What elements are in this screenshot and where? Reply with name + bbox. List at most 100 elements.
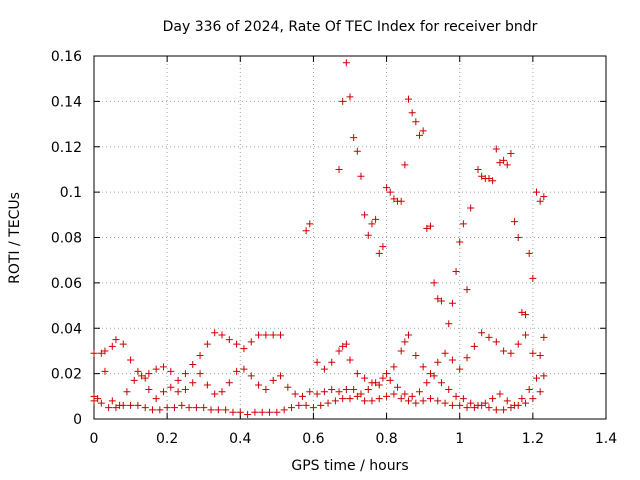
data-point [536,197,544,205]
data-point [463,354,471,362]
x-tick-label: 1.2 [522,431,544,447]
data-point [149,406,157,414]
data-point [233,340,241,348]
data-points [90,59,548,418]
data-point [437,297,445,305]
data-point [339,342,347,350]
data-point [514,401,522,409]
data-point [342,340,350,348]
data-point [302,401,310,409]
data-point [145,386,153,394]
data-point [353,392,361,400]
data-point [518,395,526,403]
data-point [284,383,292,391]
data-point [94,395,102,403]
data-point [127,356,135,364]
data-point [207,406,215,414]
x-tick-label: 0.6 [302,431,324,447]
data-point [313,358,321,366]
chart-title: Day 336 of 2024, Rate Of TEC Index for r… [163,19,538,35]
data-point [485,404,493,412]
data-point [419,397,427,405]
data-point [105,404,113,412]
data-point [405,331,413,339]
data-point [335,165,343,173]
data-point [346,395,354,403]
data-point [306,220,314,228]
data-point [266,408,274,416]
data-point [426,370,434,378]
data-point [397,395,405,403]
y-tick-label: 0.12 [51,140,82,156]
y-tick-label: 0.1 [60,185,82,201]
data-point [500,156,508,164]
data-point [203,340,211,348]
data-point [138,372,146,380]
data-point [174,388,182,396]
data-point [324,399,332,407]
data-point [255,381,263,389]
data-point [507,349,515,357]
data-point [361,397,369,405]
data-point [262,331,270,339]
data-point [533,188,541,196]
data-point [97,349,105,357]
data-point [189,361,197,369]
data-point [372,215,380,223]
data-point [364,386,372,394]
y-axis-label: ROTI / TECUs [7,192,23,284]
data-point [277,331,285,339]
data-point [503,161,511,169]
data-point [536,351,544,359]
data-point [500,406,508,414]
data-point [287,404,295,412]
data-point [192,404,200,412]
data-point [383,392,391,400]
x-tick-label: 1.4 [595,431,617,447]
data-point [394,383,402,391]
data-point [529,349,537,357]
data-point [225,379,233,387]
data-point [258,408,266,416]
data-point [386,188,394,196]
data-point [379,243,387,251]
data-point [419,363,427,371]
data-point [222,406,230,414]
data-point [514,340,522,348]
data-point [375,249,383,257]
data-point [112,404,120,412]
data-point [277,372,285,380]
data-point [255,331,263,339]
data-point [522,399,530,407]
data-point [463,286,471,294]
data-point [353,370,361,378]
data-point [317,401,325,409]
data-point [339,395,347,403]
data-point [518,308,526,316]
data-point [423,224,431,232]
data-point [269,376,277,384]
data-point [189,379,197,387]
data-point [511,218,519,226]
data-point [357,172,365,180]
data-point [350,134,358,142]
data-point [489,177,497,185]
y-tick-label: 0.06 [51,276,82,292]
data-point [251,408,259,416]
grid-lines [94,56,606,419]
data-point [152,365,160,373]
data-point [178,401,186,409]
data-point [159,363,167,371]
data-point [159,388,167,396]
data-point [145,370,153,378]
data-point [485,333,493,341]
data-point [141,404,149,412]
data-point [448,401,456,409]
data-point [379,374,387,382]
data-point [233,367,241,375]
data-point [401,338,409,346]
data-point [390,195,398,203]
data-point [496,159,504,167]
data-point [470,404,478,412]
